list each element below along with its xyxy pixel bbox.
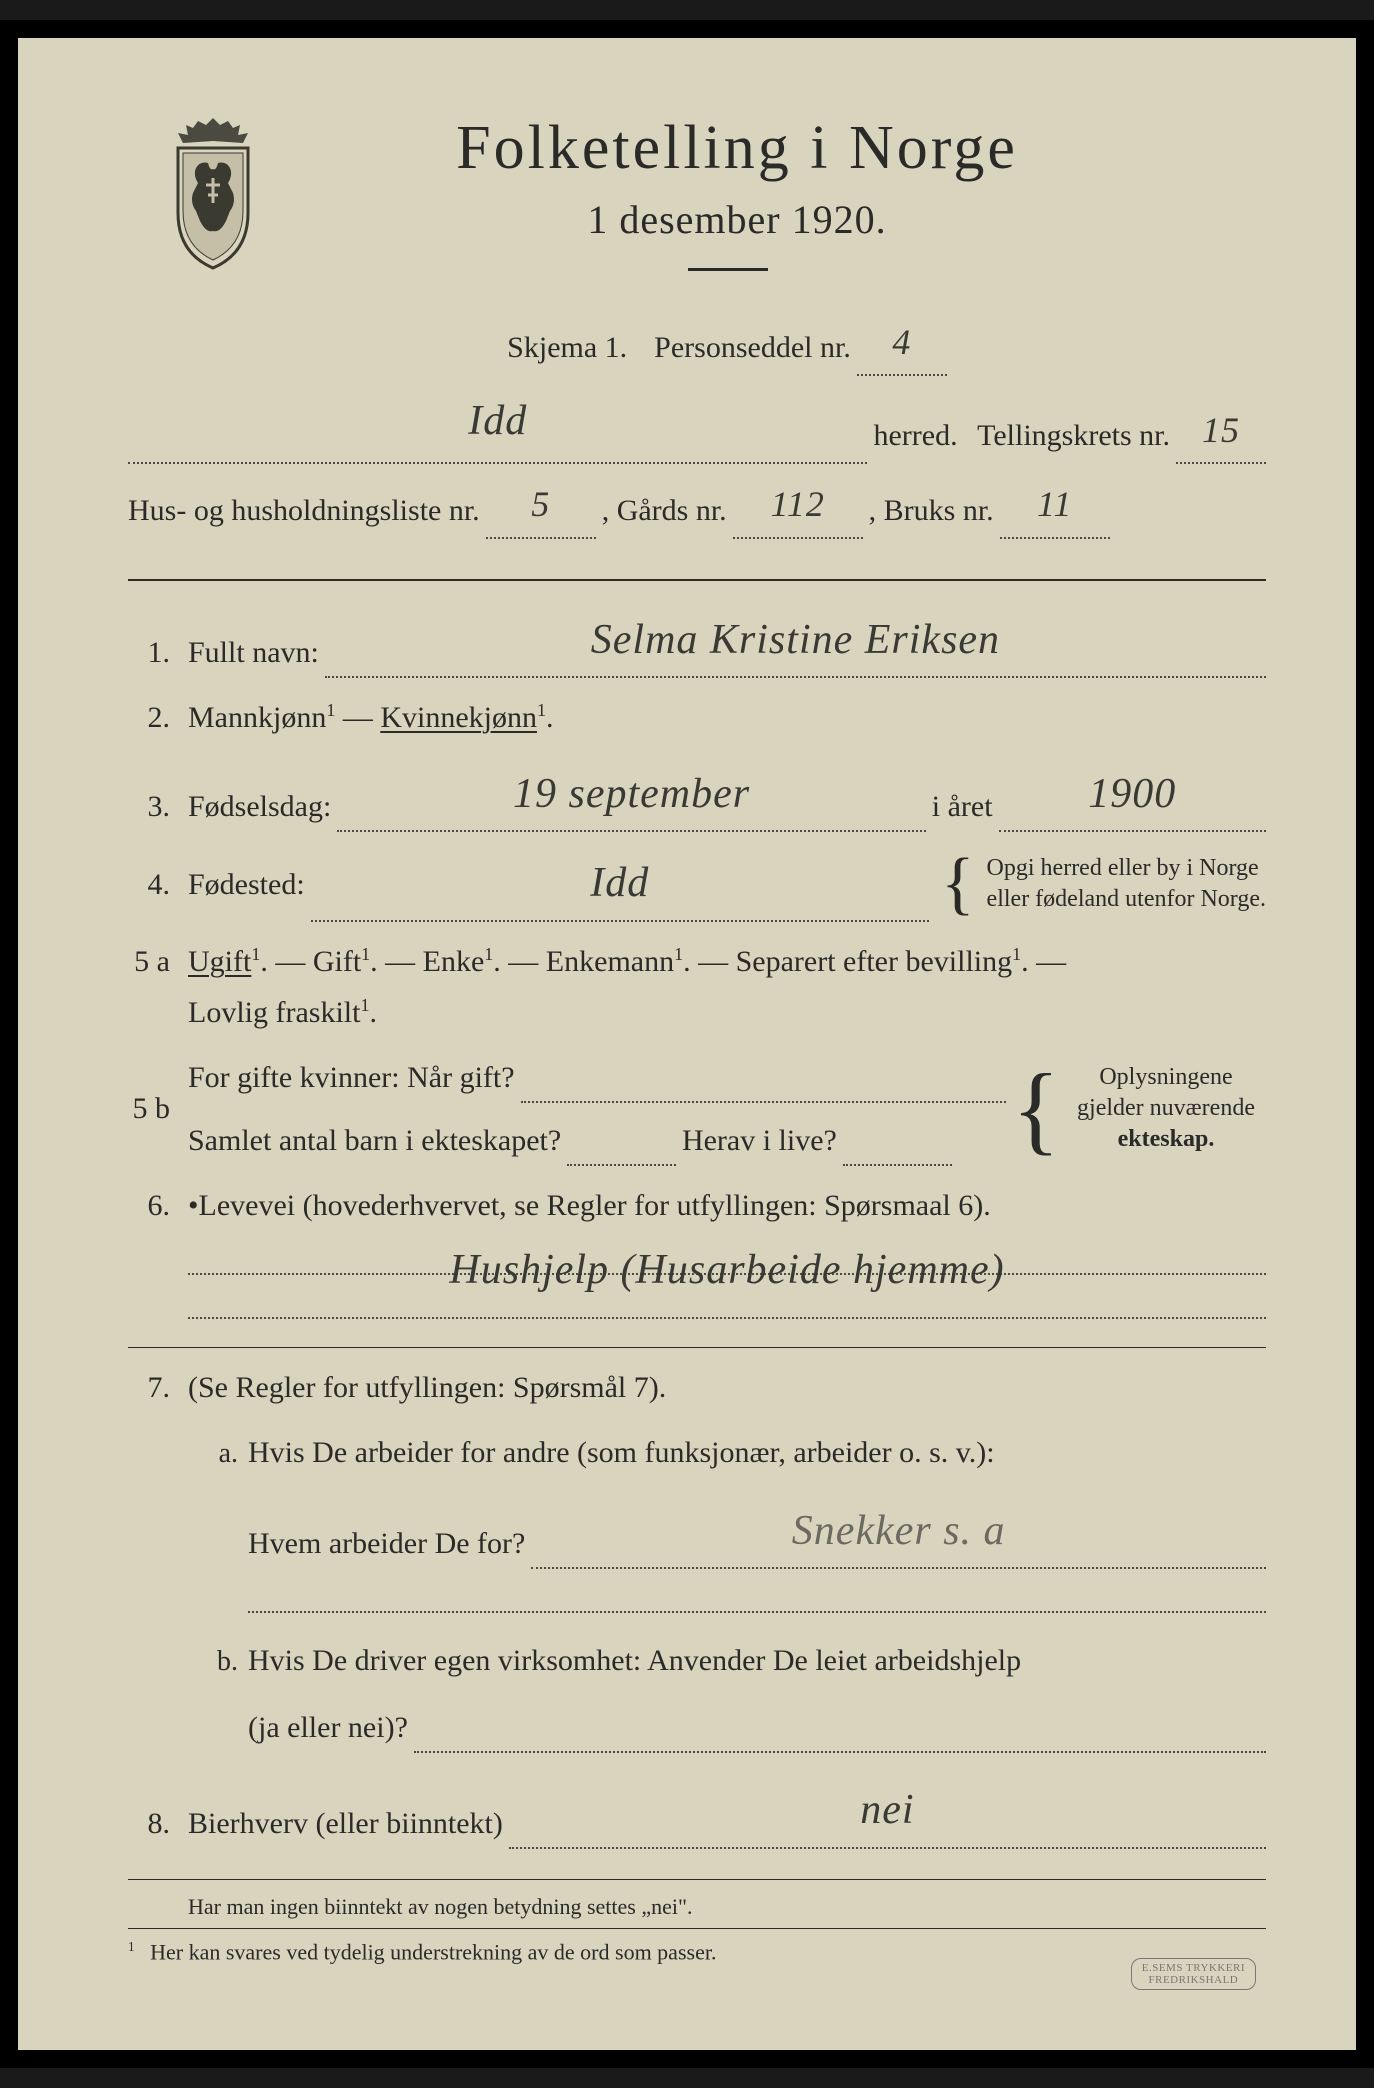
q5b-l2b: Herav i live? [682,1115,837,1166]
divider [128,1879,1266,1880]
gards-label: , Gårds nr. [602,482,727,539]
personseddel-nr: 4 [892,322,911,362]
q4-value: Idd [590,860,649,906]
q7b-num: b. [188,1638,248,1686]
q5a-gift: Gift [313,945,361,978]
skjema-label: Skjema 1. [507,319,627,376]
q7-num: 7. [128,1362,188,1413]
tellingskrets-nr: 15 [1202,410,1240,450]
q7a-l1: Hvis De arbeider for andre (som funksjon… [248,1436,995,1469]
q7a-l2: Hvem arbeider De for? [248,1518,525,1569]
q8-value: nei [860,1787,914,1833]
divider [128,579,1266,581]
brace-icon: { [941,863,975,905]
q5b-l1: For gifte kvinner: Når gift? [188,1052,515,1103]
q7a: a. Hvis De arbeider for andre (som funks… [128,1427,1266,1613]
tellingskrets-label: Tellingskrets nr. [977,407,1170,464]
q2-num: 2. [128,692,188,743]
page-subtitle: 1 desember 1920. [208,196,1266,243]
q4-note: Opgi herred eller by i Norge eller fødel… [987,853,1266,915]
q5b-l2a: Samlet antal barn i ekteskapet? [188,1115,561,1166]
q3: 3. Fødselsdag: 19 september i året 1900 [128,757,1266,832]
herred-line: Idd herred. Tellingskrets nr. 15 [128,380,1266,464]
q5b: 5 b For gifte kvinner: Når gift? Samlet … [128,1052,1266,1166]
q1-num: 1. [128,627,188,678]
gards-nr: 112 [771,484,825,524]
q5a: 5 a Ugift1. — Gift1. — Enke1. — Enkemann… [128,936,1266,1038]
q7b-l1: Hvis De driver egen virksomhet: Anvender… [248,1644,1021,1677]
brace-icon: { [1012,1079,1060,1139]
q1-label: Fullt navn: [188,627,319,678]
q7: 7. (Se Regler for utfyllingen: Spørsmål … [128,1362,1266,1413]
q5a-fraskilt: Lovlig fraskilt [188,996,360,1029]
q3-label: Fødselsdag: [188,781,331,832]
bruks-label: , Bruks nr. [869,482,994,539]
q2-mann: Mannkjønn [188,701,326,734]
q5b-note: Oplysningene gjelder nuværende ekteskap. [1066,1062,1266,1156]
coat-of-arms-icon [158,113,268,273]
q8-label: Bierhverv (eller biinntekt) [188,1798,503,1849]
page-title: Folketelling i Norge [208,113,1266,184]
q6: 6. •Levevei (hovederhvervet, se Regler f… [128,1180,1266,1319]
q4-label: Fødested: [188,859,305,910]
header: Folketelling i Norge 1 desember 1920. Sk… [128,113,1266,539]
footer-note-1: Har man ingen biinntekt av nogen betydni… [128,1894,1266,1920]
q5a-enkemann: Enkemann [546,945,674,978]
q7b: b. Hvis De driver egen virksomhet: Anven… [128,1635,1266,1753]
q5a-enke: Enke [423,945,485,978]
q6-label: •Levevei (hovederhvervet, se Regler for … [188,1189,991,1222]
q4: 4. Fødested: Idd { Opgi herred eller by … [128,846,1266,921]
divider [128,1928,1266,1929]
q1: 1. Fullt navn: Selma Kristine Eriksen [128,603,1266,678]
q1-value: Selma Kristine Eriksen [591,617,1000,663]
bruks-nr: 11 [1037,484,1072,524]
q5a-num: 5 a [128,936,188,987]
title-rule [688,268,768,271]
hushold-label: Hus- og husholdningsliste nr. [128,482,480,539]
footer-note-2: 1 Her kan svares ved tydelig understrekn… [128,1939,1266,1965]
divider [128,1347,1266,1348]
q7b-l2: (ja eller nei)? [248,1702,408,1753]
hushold-nr: 5 [531,484,550,524]
q3-num: 3. [128,781,188,832]
skjema-line: Skjema 1. Personseddel nr. 4 [188,306,1266,376]
q2-kvinne: Kvinnekjønn [380,701,537,734]
q5a-separert: Separert efter bevilling [736,945,1013,978]
herred-value: Idd [468,398,527,444]
q6-num: 6. [128,1180,188,1231]
document-page: Folketelling i Norge 1 desember 1920. Sk… [0,20,1374,2068]
q7-label: (Se Regler for utfyllingen: Spørsmål 7). [188,1371,666,1404]
q5b-num: 5 b [128,1083,188,1134]
hushold-line: Hus- og husholdningsliste nr. 5 , Gårds … [128,468,1266,538]
herred-label: herred. [873,407,957,464]
personseddel-label: Personseddel nr. [654,319,851,376]
q3-year: 1900 [1088,771,1176,817]
q3-mid: i året [932,781,993,832]
printer-stamp: E.SEMS TRYKKERI FREDRIKSHALD [1131,1958,1256,1990]
q5a-ugift: Ugift [188,945,251,978]
q4-num: 4. [128,859,188,910]
q3-daymonth: 19 september [513,771,750,817]
q8-num: 8. [128,1798,188,1849]
q8: 8. Bierhverv (eller biinntekt) nei [128,1773,1266,1848]
q2: 2. Mannkjønn1 — Kvinnekjønn1. [128,692,1266,743]
q7a-num: a. [188,1430,248,1478]
q7a-value: Snekker s. a [792,1508,1006,1554]
